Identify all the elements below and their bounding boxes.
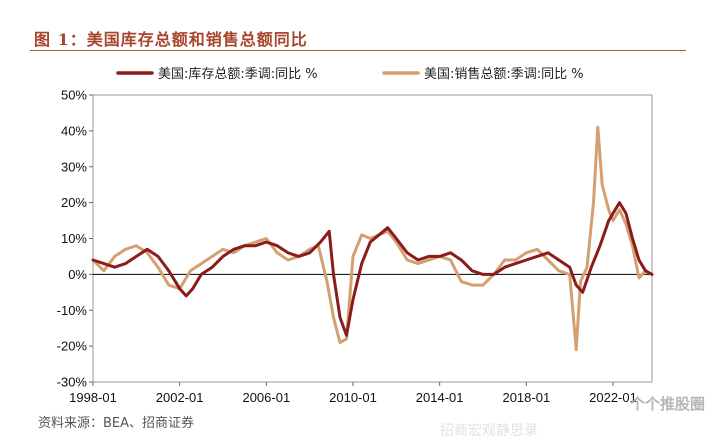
bottom-watermark: 招商宏观静思录 (440, 423, 538, 439)
x-tick-label: 1998-01 (69, 390, 117, 405)
y-tick-label: 50% (61, 88, 87, 103)
series-line-inventory (91, 201, 654, 337)
y-tick-label: 0% (68, 267, 87, 282)
axes: 50% 40% 30% 20% 10% 0% -10% -20% -30%1998-01 2002… (57, 88, 653, 405)
x-tick-label: 2018-01 (502, 390, 550, 405)
y-tick-label: -30% (57, 375, 88, 390)
y-tick-label: -10% (57, 303, 88, 318)
y-tick-label: 30% (61, 159, 87, 174)
x-tick-label: 2002-01 (156, 390, 204, 405)
x-tick-label: 2006-01 (242, 390, 290, 405)
legend-label: 美国:销售总额:季调:同比 % (424, 66, 584, 82)
legend-label: 美国:库存总额:季调:同比 % (158, 66, 318, 82)
legend: 美国:库存总额:季调:同比 % 美国:销售总额:季调:同比 % (116, 66, 584, 82)
x-tick-label: 2010-01 (329, 390, 377, 405)
y-tick-label: -20% (57, 339, 88, 354)
watermark: 个个推股圈 (630, 395, 706, 413)
y-tick-label: 40% (61, 123, 87, 138)
y-tick-label: 10% (61, 231, 87, 246)
source-note: 资料来源：BEA、招商证券 (38, 416, 195, 431)
title-rule (30, 50, 686, 51)
y-tick-label: 20% (61, 195, 87, 210)
x-tick-label: 2022-01 (589, 390, 637, 405)
series-line-sales (91, 125, 654, 352)
x-tick-label: 2014-01 (416, 390, 464, 405)
figure-title: 图 1：美国库存总额和销售总额同比 (34, 30, 308, 49)
series-layer (91, 125, 654, 352)
